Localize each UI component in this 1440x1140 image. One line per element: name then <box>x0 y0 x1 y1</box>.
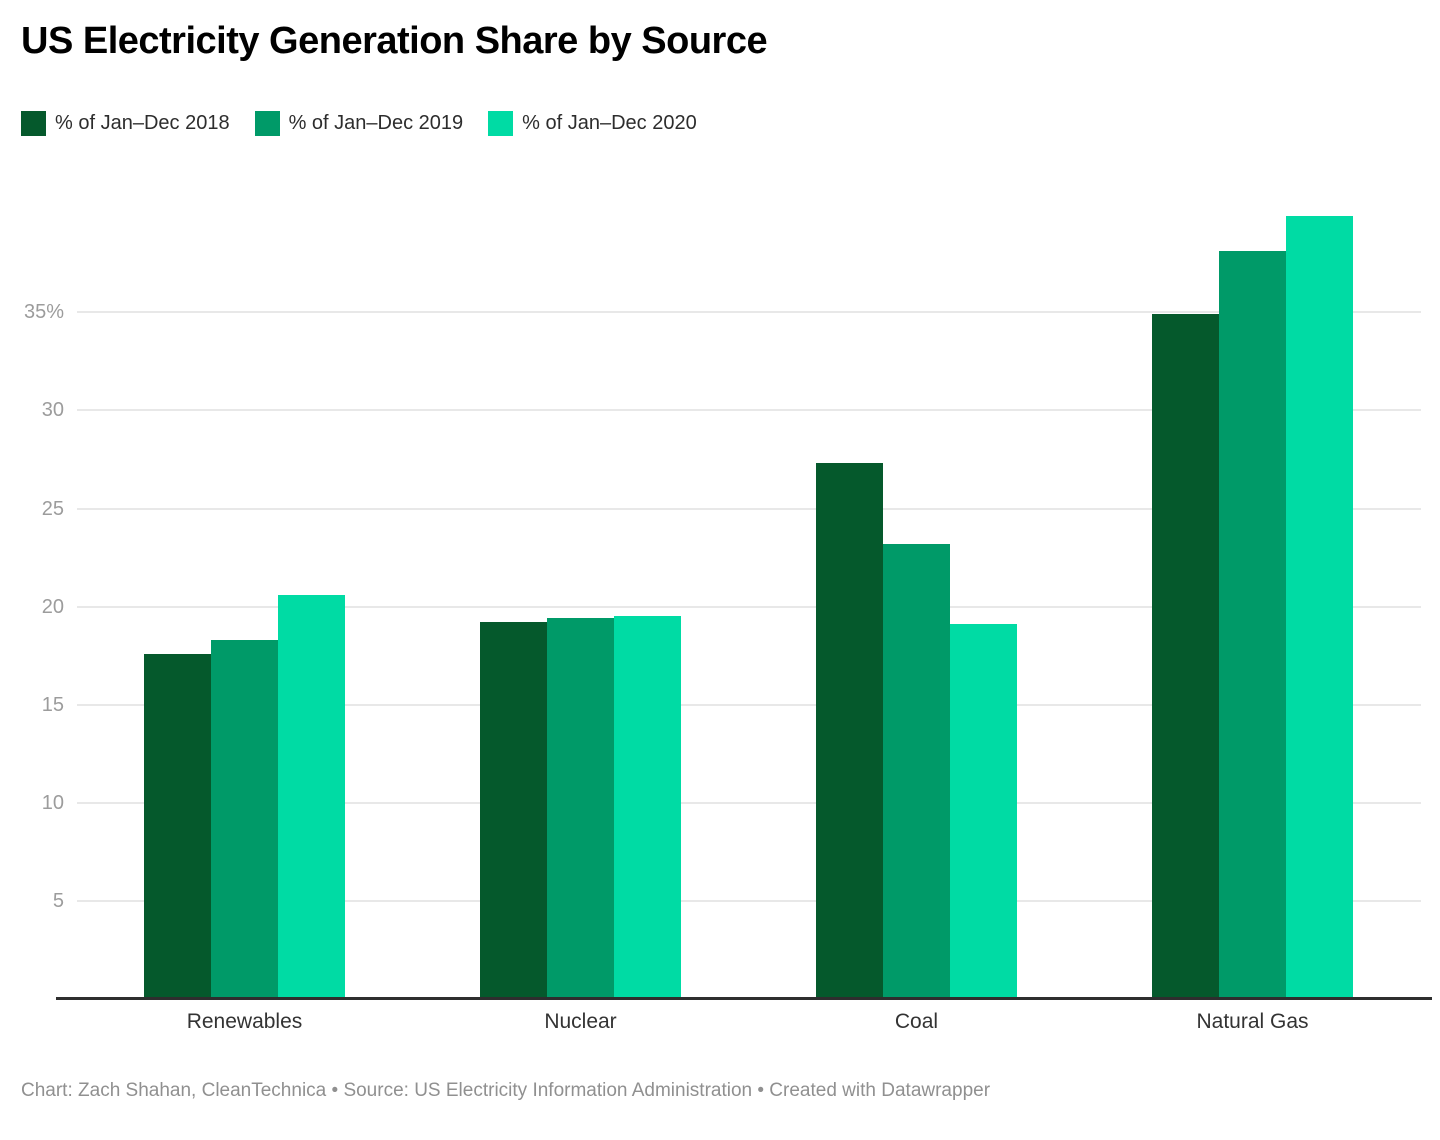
bar-natural-gas-2019 <box>1219 251 1286 999</box>
bar-renewables-2018 <box>144 653 211 999</box>
x-axis-category-label: Nuclear <box>544 1010 617 1033</box>
y-axis-tick-label: 15 <box>41 693 64 716</box>
legend: % of Jan–Dec 2018 % of Jan–Dec 2019 % of… <box>21 111 697 136</box>
x-axis-category-label: Natural Gas <box>1196 1010 1309 1033</box>
gridline <box>77 311 1421 314</box>
chart-title: US Electricity Generation Share by Sourc… <box>21 20 768 62</box>
gridline <box>77 899 1421 902</box>
bar-natural-gas-2020 <box>1286 216 1353 999</box>
y-axis-tick-label: 25 <box>41 497 64 520</box>
bar-nuclear-2020 <box>614 616 681 999</box>
bar-nuclear-2018 <box>480 622 547 999</box>
y-axis-tick-label: 35% <box>23 301 64 324</box>
legend-label: % of Jan–Dec 2019 <box>288 112 464 134</box>
x-axis-line <box>56 997 1432 1000</box>
bar-renewables-2019 <box>211 639 278 999</box>
gridline <box>77 801 1421 804</box>
legend-item-2018: % of Jan–Dec 2018 <box>21 111 230 136</box>
chart-footer: Chart: Zach Shahan, CleanTechnica • Sour… <box>21 1080 991 1101</box>
legend-swatch <box>488 111 514 136</box>
bar-coal-2020 <box>950 624 1017 999</box>
gridline <box>77 507 1421 510</box>
gridline <box>77 409 1421 412</box>
legend-item-2020: % of Jan–Dec 2020 <box>488 111 697 136</box>
gridline <box>77 703 1421 706</box>
legend-item-2019: % of Jan–Dec 2019 <box>254 111 464 136</box>
bar-natural-gas-2018 <box>1152 314 1219 999</box>
y-axis-tick-label: 5 <box>52 889 64 912</box>
bar-renewables-2020 <box>278 594 345 999</box>
bar-nuclear-2019 <box>547 618 614 999</box>
legend-label: % of Jan–Dec 2020 <box>522 112 697 134</box>
x-axis-category-label: Coal <box>894 1010 939 1033</box>
y-axis-tick-label: 30 <box>41 399 64 422</box>
bar-coal-2019 <box>883 543 950 999</box>
y-axis-tick-label: 10 <box>41 791 64 814</box>
gridline <box>77 605 1421 608</box>
bar-coal-2018 <box>816 463 883 999</box>
legend-label: % of Jan–Dec 2018 <box>55 112 230 134</box>
legend-swatch <box>254 111 280 136</box>
y-axis-tick-label: 20 <box>41 595 64 618</box>
legend-swatch <box>21 111 46 136</box>
x-axis-category-label: Renewables <box>186 1010 303 1033</box>
